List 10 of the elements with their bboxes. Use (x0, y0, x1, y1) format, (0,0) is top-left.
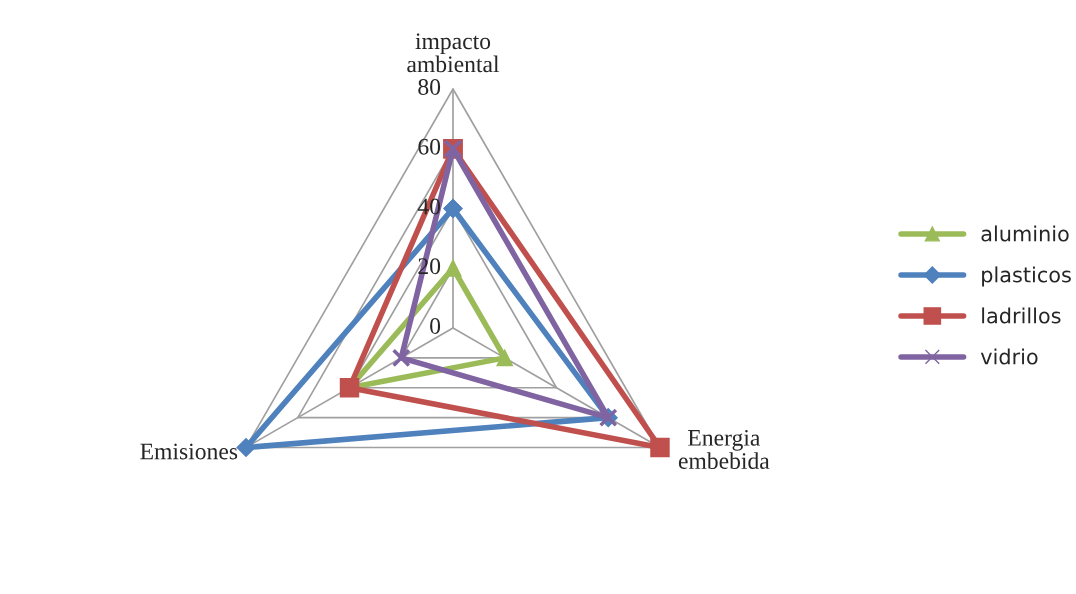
legend-label: vidrio (980, 348, 1038, 365)
legend-label: ladrillos (982, 307, 1061, 324)
spoke-label: Emisiones (140, 443, 238, 460)
spoke-label: impacto ambiental (407, 33, 500, 73)
y-tick-label: 60 (418, 138, 441, 155)
legend-label: aluminio (981, 225, 1069, 242)
spoke-label: Energia embebida (678, 429, 770, 469)
y-tick-label: 80 (418, 78, 441, 95)
y-tick-label: 0 (430, 317, 441, 334)
legend-label: plasticos (982, 266, 1071, 287)
